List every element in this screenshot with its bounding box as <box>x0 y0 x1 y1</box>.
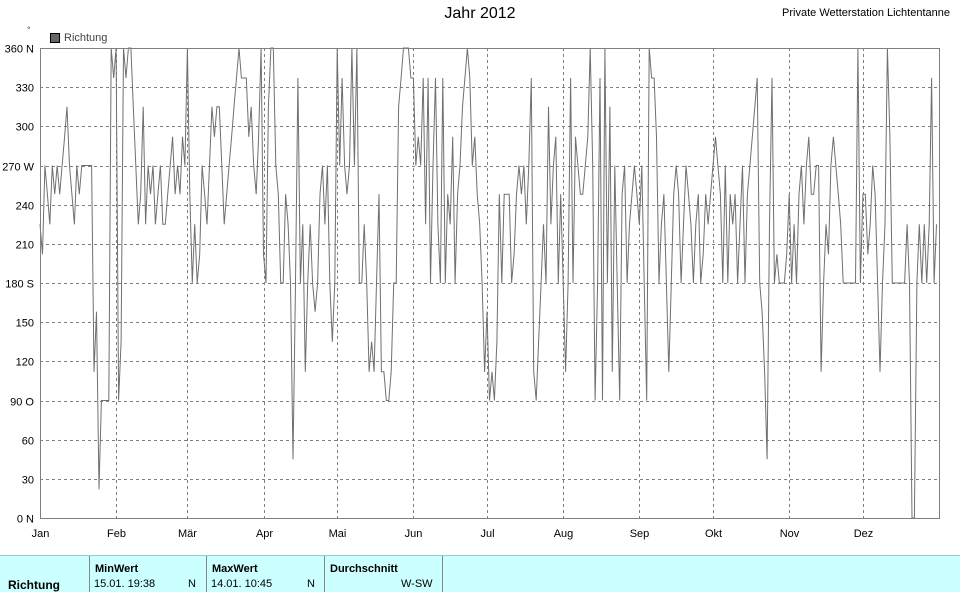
stats-max: MaxWert 14.01. 10:45 N <box>206 556 324 592</box>
x-tick-label: Sep <box>630 528 650 540</box>
y-tick-label: 0 N <box>17 514 34 526</box>
y-tick-label: 300 <box>16 122 34 134</box>
y-axis: 0 N 30 60 90 O 120 150 180 S 210 240 270 W 300 330 3… <box>2 44 34 526</box>
stats-max-header: MaxWert <box>212 563 258 575</box>
chart-title: Jahr 2012 <box>444 5 516 22</box>
x-tick-label: Mai <box>329 528 347 540</box>
stats-avg: Durchschnitt W-SW <box>324 556 442 592</box>
stats-max-time: 14.01. 10:45 <box>211 578 273 590</box>
stats-empty <box>442 556 960 592</box>
stats-avg-value: W-SW <box>401 578 433 590</box>
station-name: Private Wetterstation Lichtentanne <box>782 7 950 19</box>
y-tick-label: 180 S <box>5 279 34 291</box>
x-tick-label: Mär <box>178 528 197 540</box>
y-tick-label: 330 <box>16 83 34 95</box>
x-tick-label: Nov <box>780 528 800 540</box>
stats-avg-header: Durchschnitt <box>330 563 398 575</box>
x-tick-label: Jul <box>480 528 494 540</box>
stats-footer: Richtung MinWert 15.01. 19:38 N MaxWert … <box>0 555 960 592</box>
legend-label: Richtung <box>64 32 108 44</box>
x-tick-label: Apr <box>256 528 273 540</box>
legend: Richtung <box>50 32 107 44</box>
y-tick-label: 60 <box>22 436 34 448</box>
stats-min-time: 15.01. 19:38 <box>94 578 156 590</box>
unit-symbol: ° <box>27 25 31 35</box>
stats-min-value: N <box>188 578 196 590</box>
stats-min: MinWert 15.01. 19:38 N <box>89 556 206 592</box>
chart-grid <box>40 48 939 518</box>
y-tick-label: 210 <box>16 240 34 252</box>
x-tick-label: Jan <box>32 528 50 540</box>
y-tick-label: 30 <box>22 475 34 487</box>
x-tick-label: Dez <box>854 528 874 540</box>
x-tick-label: Aug <box>554 528 574 540</box>
y-tick-label: 360 N <box>5 44 34 56</box>
plot-frame <box>40 48 940 519</box>
stats-row-label: Richtung <box>8 578 60 592</box>
x-tick-label: Okt <box>705 528 722 540</box>
wind-direction-chart: 0 N 30 60 90 O 120 150 180 S 210 240 270 W 300 330 3… <box>2 44 940 540</box>
y-tick-label: 90 O <box>10 397 34 409</box>
y-tick-label: 270 W <box>2 162 34 174</box>
y-tick-label: 120 <box>16 357 34 369</box>
x-axis: Jan Feb Mär Apr Mai Jun Jul Aug Sep Okt Nov Dez <box>32 528 874 540</box>
y-tick-label: 240 <box>16 201 34 213</box>
stats-max-value: N <box>307 578 315 590</box>
x-tick-label: Jun <box>405 528 423 540</box>
legend-swatch <box>50 33 60 43</box>
series-line-richtung <box>39 47 937 519</box>
stats-min-header: MinWert <box>95 563 139 575</box>
y-tick-label: 150 <box>16 318 34 330</box>
x-tick-label: Feb <box>107 528 126 540</box>
